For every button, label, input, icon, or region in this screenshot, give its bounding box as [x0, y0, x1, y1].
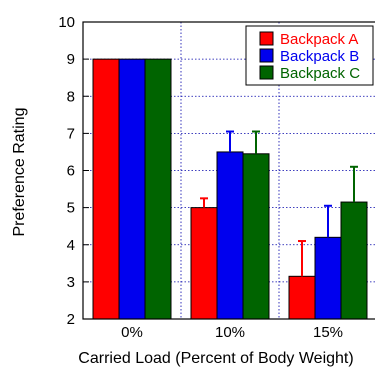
y-tick-label: 2 [67, 311, 75, 328]
legend-label: Backpack C [280, 65, 360, 82]
y-axis-title: Preference Rating [11, 108, 28, 237]
x-tick-label: 10% [215, 324, 245, 341]
x-tick-label: 0% [121, 324, 143, 341]
axes: 2 3 4 5 6 7 8 9 10 0% 10% 15% [58, 14, 375, 341]
x-tick-label: 15% [313, 324, 343, 341]
legend-label: Backpack B [280, 48, 359, 65]
y-tick-label: 6 [67, 163, 75, 180]
y-tick-label: 3 [67, 274, 75, 291]
y-tick-label: 4 [67, 237, 75, 254]
y-tick-label: 5 [67, 200, 75, 217]
bar-backpack-c-0 [144, 58, 172, 320]
bar-backpack-b-0 [118, 58, 146, 320]
legend-swatch [259, 31, 274, 46]
y-tick-label: 7 [67, 125, 75, 142]
bar-backpack-c-1 [242, 153, 270, 320]
legend-swatch [259, 48, 274, 63]
bars [92, 58, 368, 320]
y-tick-label: 9 [67, 51, 75, 68]
y-tick-label: 8 [67, 88, 75, 105]
bar-backpack-a-1 [190, 207, 218, 320]
y-tick-label: 10 [58, 14, 75, 31]
bar-backpack-c-2 [340, 201, 368, 320]
legend-swatch [259, 65, 274, 80]
bar-backpack-b-1 [216, 151, 244, 320]
legend-label: Backpack A [280, 31, 358, 48]
bar-backpack-a-2 [288, 275, 316, 320]
bar-backpack-a-0 [92, 58, 120, 320]
x-axis-title: Carried Load (Percent of Body Weight) [78, 350, 353, 367]
bar-backpack-b-2 [314, 236, 342, 320]
